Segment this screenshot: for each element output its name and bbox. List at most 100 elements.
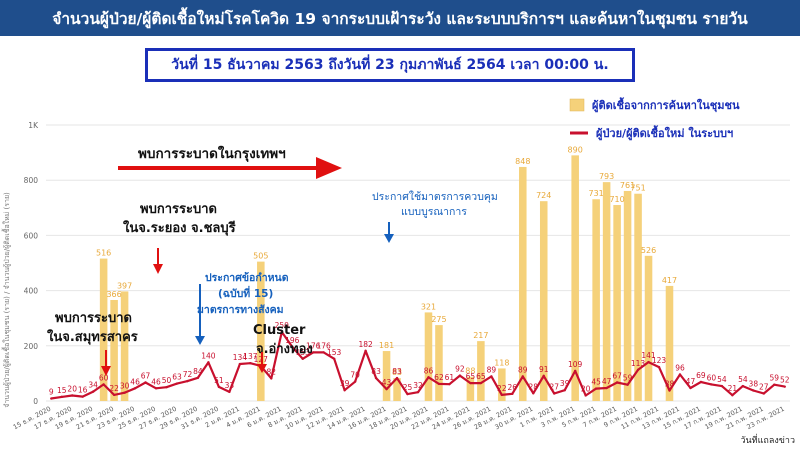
line-point — [343, 389, 346, 392]
x-axis-label: วันที่แถลงข่าว — [740, 433, 795, 446]
line-point — [207, 361, 210, 364]
line-point — [731, 394, 734, 397]
line-point — [678, 373, 682, 376]
bar — [665, 285, 674, 401]
line-point — [773, 383, 776, 386]
line-data-label: 89 — [487, 365, 497, 374]
annotation-samut-2: ในจ.สมุทรสาคร — [47, 328, 138, 345]
line-point — [374, 376, 378, 380]
line-point — [752, 389, 755, 392]
line-data-label: 196 — [285, 336, 300, 345]
line-data-label: 141 — [641, 351, 656, 360]
line-point — [511, 392, 514, 396]
bar-data-label: 526 — [641, 246, 656, 255]
bar — [571, 155, 579, 401]
bar — [634, 193, 642, 401]
bar — [393, 378, 401, 401]
line-data-label: 65 — [466, 372, 476, 381]
line-point — [81, 395, 84, 398]
line-point — [395, 376, 399, 380]
line-point — [123, 391, 126, 394]
annotation-measures-2: แบบบูรณาการ — [401, 206, 467, 218]
line-data-label: 61 — [445, 373, 455, 382]
line-data-label: 91 — [539, 365, 549, 374]
line-data-label: 137 — [243, 352, 258, 361]
line-data-label: 59 — [623, 374, 633, 383]
line-point — [636, 368, 640, 372]
line-point — [270, 377, 273, 380]
line-data-label: 46 — [130, 377, 140, 386]
line-data-label: 52 — [780, 376, 790, 385]
annotation-decree-3: มาตรการทางสังคม — [197, 304, 284, 316]
legend-bar-label: ผู้ติดเชื้อจากการค้นหาในชุมชน — [592, 97, 740, 113]
line-point — [469, 381, 472, 385]
line-data-label: 250 — [275, 321, 290, 330]
line-data-label: 83 — [392, 367, 402, 376]
line-data-label: 176 — [306, 341, 321, 350]
y-tick-label: 1K — [28, 121, 39, 130]
y-tick-label: 200 — [24, 342, 39, 351]
line-point — [322, 351, 325, 354]
line-data-label: 22 — [109, 384, 119, 393]
line-data-label: 182 — [358, 340, 373, 349]
line-point — [50, 397, 53, 400]
line-data-label: 59 — [770, 374, 780, 383]
line-point — [312, 351, 315, 354]
line-point — [416, 390, 420, 394]
line-point — [615, 381, 619, 384]
bar-data-label: 417 — [662, 276, 677, 285]
arrow-rayong-head — [153, 264, 163, 274]
line-data-label: 113 — [631, 359, 646, 368]
annotation-cluster-2: จ.อ่างทอง — [256, 342, 313, 357]
arrow-decree-head — [195, 336, 205, 345]
line-data-label: 45 — [591, 378, 601, 387]
bar — [613, 205, 621, 401]
line-data-label: 54 — [717, 375, 727, 384]
bar — [477, 341, 485, 401]
annotation-decree-1: ประกาศข้อกำหนด — [205, 271, 289, 284]
bar — [592, 199, 600, 401]
line-point — [594, 387, 598, 390]
line-data-label: 96 — [675, 364, 685, 373]
line-point — [657, 365, 661, 369]
y-tick-label: 0 — [33, 397, 38, 406]
line-point — [605, 386, 608, 390]
line-data-label: 32 — [413, 381, 423, 390]
annotation-bangkok: พบการระบาดในกรุงเทพฯ — [138, 145, 286, 162]
bar-data-label: 751 — [630, 184, 645, 193]
line-point — [500, 393, 504, 397]
bar-data-label: 181 — [379, 341, 394, 350]
annotation-samut-1: พบการระบาด — [55, 311, 132, 326]
line-point — [249, 361, 252, 365]
y-tick-label: 400 — [24, 287, 39, 296]
line-data-label: 92 — [455, 365, 465, 374]
bar-data-label: 724 — [536, 191, 551, 200]
line-point — [741, 384, 745, 388]
legend-bar-swatch — [569, 98, 585, 112]
line-data-label: 9 — [49, 388, 54, 397]
line-data-label: 30 — [120, 382, 130, 391]
line-data-label: 109 — [568, 360, 583, 369]
arrow-bangkok-head — [316, 157, 342, 179]
line-data-label: 47 — [602, 377, 612, 386]
line-point — [553, 392, 556, 395]
line-data-label: 84 — [193, 367, 203, 376]
line-data-label: 123 — [652, 356, 667, 365]
line-data-label: 176 — [317, 341, 332, 350]
line-point — [647, 360, 650, 364]
line-point — [458, 374, 462, 377]
line-data-label: 21 — [728, 384, 738, 393]
arrow-measures-head — [384, 234, 394, 243]
bar — [424, 312, 433, 401]
bar — [644, 255, 653, 401]
line-point — [542, 374, 545, 378]
line-point — [563, 389, 566, 392]
bar-data-label: 83 — [392, 368, 402, 377]
legend: ผู้ติดเชื้อจากการค้นหาในชุมชน ผู้ป่วย/ผู… — [569, 97, 740, 141]
bar-series — [99, 155, 674, 401]
line-point — [60, 395, 63, 399]
line-data-label: 38 — [749, 380, 759, 389]
bar-data-label: 321 — [421, 302, 436, 311]
